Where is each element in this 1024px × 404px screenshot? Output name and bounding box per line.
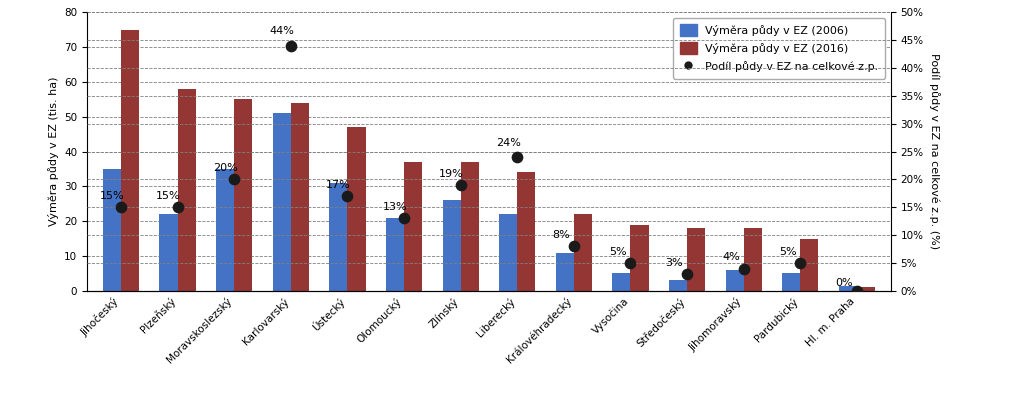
Text: 19%: 19% — [439, 168, 464, 179]
Bar — [669, 280, 687, 291]
Bar — [573, 214, 592, 291]
Point — [226, 176, 243, 183]
Point — [453, 182, 469, 188]
Y-axis label: Podíl půdy v EZ na celkové z.p. (%): Podíl půdy v EZ na celkové z.p. (%) — [930, 53, 940, 250]
Bar — [121, 29, 139, 291]
Point — [339, 193, 355, 199]
Point — [283, 42, 299, 49]
Text: 13%: 13% — [383, 202, 408, 212]
Bar — [177, 89, 196, 291]
Bar — [442, 200, 461, 291]
Text: 17%: 17% — [326, 180, 350, 190]
Bar — [347, 127, 366, 291]
Bar — [556, 252, 573, 291]
Bar — [612, 274, 631, 291]
Bar — [160, 214, 177, 291]
Text: 20%: 20% — [213, 163, 238, 173]
Legend: Výměra půdy v EZ (2006), Výměra půdy v EZ (2016), Podíl půdy v EZ na celkové z.p: Výměra půdy v EZ (2006), Výměra půdy v E… — [673, 18, 886, 79]
Point — [169, 204, 185, 210]
Text: 5%: 5% — [779, 246, 797, 257]
Point — [113, 204, 129, 210]
Point — [735, 265, 752, 272]
Bar — [857, 287, 876, 291]
Bar — [386, 218, 404, 291]
Bar — [782, 274, 801, 291]
Bar — [234, 99, 252, 291]
Text: 3%: 3% — [666, 258, 683, 268]
Text: 0%: 0% — [836, 278, 853, 288]
Point — [509, 154, 525, 160]
Text: 4%: 4% — [722, 252, 740, 262]
Point — [623, 260, 639, 266]
Bar — [517, 173, 536, 291]
Bar — [291, 103, 309, 291]
Bar — [404, 162, 422, 291]
Bar — [330, 183, 347, 291]
Bar — [801, 239, 818, 291]
Point — [849, 288, 865, 294]
Bar — [687, 228, 706, 291]
Bar — [272, 113, 291, 291]
Point — [565, 243, 582, 250]
Bar — [499, 214, 517, 291]
Y-axis label: Výměra půdy v EZ (tis. ha): Výměra půdy v EZ (tis. ha) — [48, 77, 58, 226]
Bar — [839, 286, 857, 291]
Bar — [216, 169, 234, 291]
Bar — [631, 225, 648, 291]
Text: 15%: 15% — [99, 191, 124, 201]
Bar — [726, 270, 743, 291]
Point — [396, 215, 413, 222]
Text: 5%: 5% — [609, 246, 627, 257]
Text: 44%: 44% — [269, 26, 294, 36]
Text: 24%: 24% — [496, 138, 520, 148]
Bar — [102, 169, 121, 291]
Text: 15%: 15% — [156, 191, 180, 201]
Bar — [743, 228, 762, 291]
Point — [793, 260, 809, 266]
Bar — [461, 162, 479, 291]
Text: 8%: 8% — [552, 230, 570, 240]
Point — [679, 271, 695, 278]
